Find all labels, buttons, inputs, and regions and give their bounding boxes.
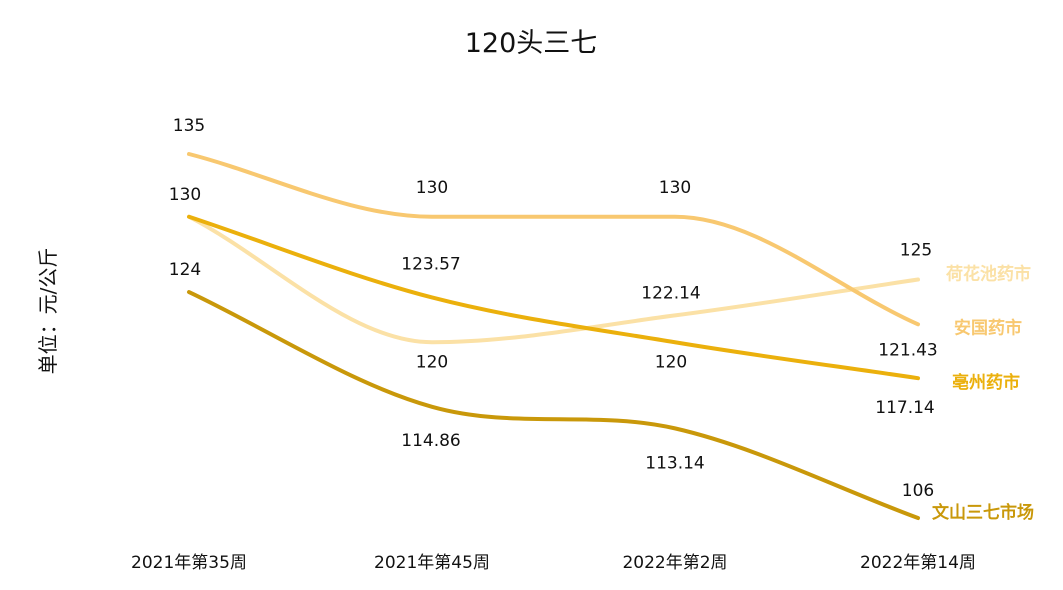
- x-tick-label: 2021年第35周: [131, 553, 247, 573]
- data-label: 135: [173, 116, 205, 136]
- x-tick-label: 2022年第2周: [622, 553, 727, 573]
- data-label: 125: [900, 241, 932, 261]
- data-label: 123.57: [401, 254, 460, 274]
- series-label: 荷花池药市: [946, 264, 1031, 285]
- data-label: 106: [902, 481, 934, 501]
- series-lines: [187, 152, 920, 520]
- data-label: 120: [655, 352, 687, 372]
- data-label: 117.14: [875, 398, 934, 418]
- series-label: 安国药市: [954, 317, 1022, 338]
- series-line: [187, 152, 920, 327]
- y-axis-label: 单位：元/公斤: [36, 248, 60, 375]
- data-label: 114.86: [401, 431, 460, 451]
- data-labels: 120 122.14 125 135 130 130 121.43 130 123.57 120 1…: [169, 116, 938, 501]
- data-label: 130: [169, 185, 201, 205]
- data-label: 124: [169, 260, 201, 280]
- series-label: 文山三七市场: [932, 502, 1034, 523]
- series-line: [187, 214, 920, 381]
- x-axis-ticks: 2021年第35周 2021年第45周 2022年第2周 2022年第14周: [131, 553, 976, 573]
- data-label: 122.14: [641, 283, 700, 303]
- data-label: 130: [416, 178, 448, 198]
- series-line: [187, 214, 920, 345]
- data-label: 113.14: [645, 453, 704, 473]
- data-label: 121.43: [878, 340, 937, 360]
- data-label: 120: [416, 352, 448, 372]
- x-tick-label: 2022年第14周: [860, 553, 976, 573]
- data-label: 130: [659, 178, 691, 198]
- series-label: 亳州药市: [952, 372, 1020, 393]
- chart-title: 120头三七: [465, 28, 598, 59]
- x-tick-label: 2021年第45周: [374, 553, 490, 573]
- series-line: [187, 290, 920, 520]
